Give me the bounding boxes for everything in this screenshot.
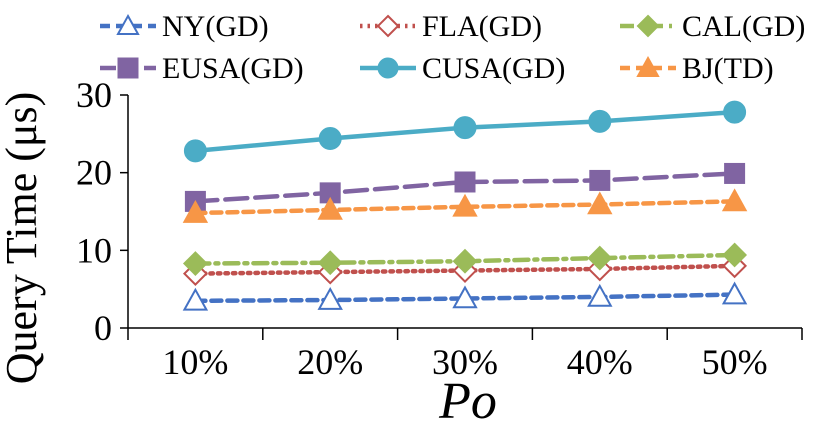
data-point [587,283,613,307]
x-tick-label: 10% [162,342,228,382]
data-point [452,193,478,217]
legend-label: FLA(GD) [422,10,542,43]
data-point [317,196,343,220]
data-point [182,287,209,311]
legend-item: EUSA(GD) [100,52,304,85]
data-point [453,116,477,140]
legend-item: FLA(GD) [360,10,542,43]
legend-label: EUSA(GD) [162,52,304,85]
legend-label: CAL(GD) [682,10,805,43]
data-point [454,171,476,193]
data-point [182,251,208,276]
data-point [183,139,207,163]
x-tick-label: 40% [567,342,633,382]
data-point [724,162,746,184]
x-tick-label: 50% [702,342,768,382]
data-point [721,188,748,212]
data-point [722,242,748,268]
data-point [318,126,342,150]
data-point [587,245,613,271]
data-point [452,248,478,274]
legend-marker [376,14,400,38]
data-point [182,199,209,223]
legend-item: BJ(TD) [620,52,774,85]
legend: NY(GD) FLA(GD) CAL(GD) EUSA(GD) CUSA(GD) BJ(T… [100,10,805,85]
series-line [193,199,737,216]
y-tick-label: 20 [76,153,112,193]
y-tick-label: 30 [76,75,112,115]
series-line [193,292,737,304]
data-point [317,250,343,276]
y-tick-label: 10 [76,230,112,270]
y-tick-label: 0 [94,308,112,348]
x-axis-title: Po [438,373,497,430]
data-point [587,191,613,215]
legend-marker [116,13,140,35]
legend-label: NY(GD) [162,10,269,43]
x-tick-label: 20% [297,342,363,382]
legend-item: NY(GD) [100,10,269,43]
y-axis-title: Query Time (μs) [0,92,46,385]
data-point [723,100,747,124]
legend-marker [377,57,399,79]
data-point [721,281,748,305]
data-point [588,109,612,133]
data-point [317,286,343,310]
legend-marker [636,55,660,77]
x-tick-label: 30% [432,342,498,382]
data-point [589,169,611,191]
data-point [452,285,478,309]
legend-marker [636,14,660,38]
legend-marker [117,57,139,79]
plot-area: 0 10 20 30 10% 20% 30% 40% 50% [76,75,803,382]
legend-label: BJ(TD) [682,52,774,85]
legend-item: CUSA(GD) [360,52,565,85]
legend-label: CUSA(GD) [422,52,565,85]
legend-item: CAL(GD) [620,10,805,43]
